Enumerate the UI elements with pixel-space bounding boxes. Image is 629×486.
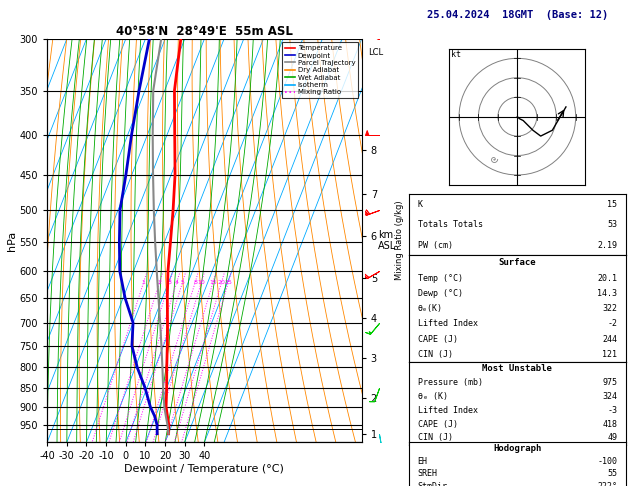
Text: 222°: 222° bbox=[597, 482, 617, 486]
Text: Lifted Index: Lifted Index bbox=[418, 319, 477, 329]
Text: CIN (J): CIN (J) bbox=[418, 434, 452, 442]
Text: 8: 8 bbox=[193, 279, 197, 285]
Text: 975: 975 bbox=[602, 378, 617, 387]
Text: K: K bbox=[418, 200, 423, 209]
Text: Most Unstable: Most Unstable bbox=[482, 364, 552, 373]
Text: θₑ (K): θₑ (K) bbox=[418, 392, 447, 401]
Text: Dewp (°C): Dewp (°C) bbox=[418, 289, 462, 298]
Text: -2: -2 bbox=[607, 319, 617, 329]
Text: 4: 4 bbox=[175, 279, 179, 285]
Text: StmDir: StmDir bbox=[418, 482, 447, 486]
Text: Surface: Surface bbox=[499, 258, 536, 267]
Text: 20.1: 20.1 bbox=[597, 274, 617, 282]
Text: 2: 2 bbox=[158, 279, 162, 285]
Y-axis label: km
ASL: km ASL bbox=[378, 230, 397, 251]
Text: 10: 10 bbox=[198, 279, 205, 285]
Text: kt: kt bbox=[450, 50, 460, 59]
Text: 53: 53 bbox=[607, 220, 617, 229]
Text: Mixing Ratio (g/kg): Mixing Ratio (g/kg) bbox=[395, 201, 404, 280]
Text: 324: 324 bbox=[602, 392, 617, 401]
X-axis label: Dewpoint / Temperature (°C): Dewpoint / Temperature (°C) bbox=[125, 464, 284, 474]
Text: 15: 15 bbox=[607, 200, 617, 209]
Text: 25.04.2024  18GMT  (Base: 12): 25.04.2024 18GMT (Base: 12) bbox=[426, 10, 608, 20]
Y-axis label: hPa: hPa bbox=[7, 230, 17, 251]
Text: 5: 5 bbox=[181, 279, 184, 285]
Text: 322: 322 bbox=[602, 304, 617, 313]
Text: Totals Totals: Totals Totals bbox=[418, 220, 482, 229]
Text: 15: 15 bbox=[209, 279, 217, 285]
Text: CAPE (J): CAPE (J) bbox=[418, 419, 457, 429]
Text: 3: 3 bbox=[167, 279, 172, 285]
Text: 55: 55 bbox=[607, 469, 617, 478]
Text: 418: 418 bbox=[602, 419, 617, 429]
Text: 14.3: 14.3 bbox=[597, 289, 617, 298]
Text: Lifted Index: Lifted Index bbox=[418, 406, 477, 415]
Text: LCL: LCL bbox=[368, 48, 383, 57]
Text: EH: EH bbox=[418, 457, 428, 466]
Text: -100: -100 bbox=[597, 457, 617, 466]
Text: 25: 25 bbox=[225, 279, 232, 285]
Text: Temp (°C): Temp (°C) bbox=[418, 274, 462, 282]
Text: Pressure (mb): Pressure (mb) bbox=[418, 378, 482, 387]
Text: θₑ(K): θₑ(K) bbox=[418, 304, 443, 313]
Legend: Temperature, Dewpoint, Parcel Trajectory, Dry Adiabat, Wet Adiabat, Isotherm, Mi: Temperature, Dewpoint, Parcel Trajectory… bbox=[282, 42, 358, 98]
Text: Hodograph: Hodograph bbox=[493, 444, 542, 453]
Text: CAPE (J): CAPE (J) bbox=[418, 335, 457, 344]
Text: CIN (J): CIN (J) bbox=[418, 350, 452, 359]
Text: © weatheronline.co.uk: © weatheronline.co.uk bbox=[465, 472, 570, 481]
Text: -3: -3 bbox=[607, 406, 617, 415]
Text: 2.19: 2.19 bbox=[597, 241, 617, 249]
Text: 49: 49 bbox=[607, 434, 617, 442]
Text: PW (cm): PW (cm) bbox=[418, 241, 452, 249]
Text: 1: 1 bbox=[142, 279, 145, 285]
Text: SREH: SREH bbox=[418, 469, 438, 478]
Title: 40°58'N  28°49'E  55m ASL: 40°58'N 28°49'E 55m ASL bbox=[116, 25, 293, 38]
Text: 121: 121 bbox=[602, 350, 617, 359]
Text: 20: 20 bbox=[218, 279, 226, 285]
Text: 244: 244 bbox=[602, 335, 617, 344]
